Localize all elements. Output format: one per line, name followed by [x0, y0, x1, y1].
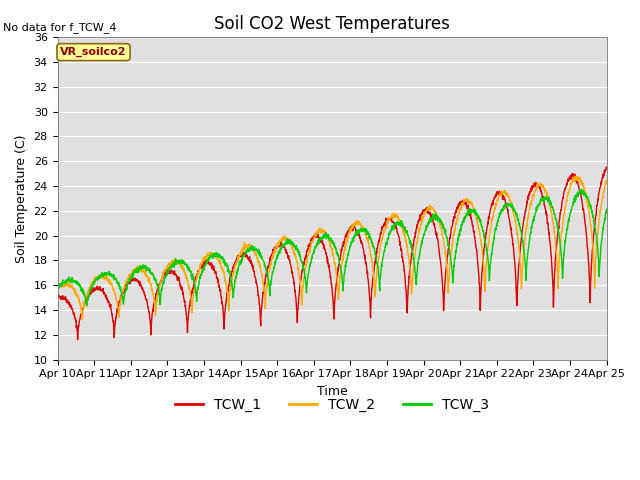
TCW_1 [54, 294, 61, 300]
TCW_2 [78, 316, 86, 322]
TCW_3 [207, 252, 214, 258]
TCW_2 [207, 252, 214, 257]
X-axis label: Time: Time [317, 385, 348, 398]
Y-axis label: Soil Temperature (C): Soil Temperature (C) [15, 134, 28, 263]
TCW_1 [570, 174, 577, 180]
TCW_2 [348, 223, 356, 229]
TCW_1 [603, 165, 611, 170]
TCW_1 [602, 164, 610, 170]
TCW_2 [572, 173, 579, 179]
TCW_3 [83, 303, 91, 309]
TCW_3 [492, 227, 500, 233]
TCW_1 [74, 337, 81, 343]
TCW_3 [360, 228, 368, 234]
TCW_2 [570, 177, 577, 182]
Title: Soil CO2 West Temperatures: Soil CO2 West Temperatures [214, 15, 450, 33]
TCW_1 [348, 224, 356, 229]
TCW_2 [603, 178, 611, 183]
TCW_2 [54, 287, 61, 293]
TCW_2 [554, 277, 562, 283]
TCW_1 [492, 192, 500, 198]
TCW_3 [577, 186, 585, 192]
TCW_3 [554, 228, 562, 234]
TCW_2 [360, 225, 368, 230]
TCW_3 [54, 286, 61, 291]
TCW_3 [348, 240, 356, 245]
TCW_1 [207, 260, 214, 266]
Legend: TCW_1, TCW_2, TCW_3: TCW_1, TCW_2, TCW_3 [170, 392, 494, 417]
TCW_3 [603, 206, 611, 212]
Line: TCW_2: TCW_2 [58, 176, 607, 319]
Line: TCW_1: TCW_1 [58, 167, 607, 340]
Text: VR_soilco2: VR_soilco2 [60, 47, 127, 57]
Line: TCW_3: TCW_3 [58, 189, 607, 306]
TCW_3 [570, 201, 577, 206]
TCW_1 [360, 249, 368, 255]
TCW_1 [554, 225, 562, 231]
TCW_2 [492, 204, 500, 209]
Text: No data for f_TCW_4: No data for f_TCW_4 [3, 22, 116, 33]
